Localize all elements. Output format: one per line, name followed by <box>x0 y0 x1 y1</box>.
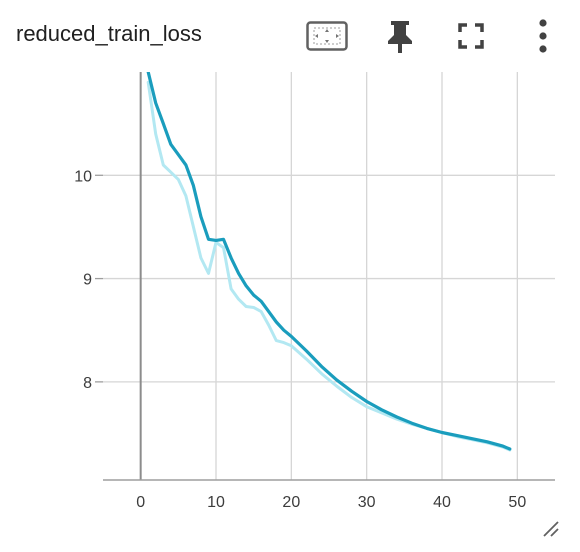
card-header: reduced_train_loss <box>0 0 580 72</box>
x-tick-label: 50 <box>508 494 526 511</box>
x-tick-label: 30 <box>358 494 376 511</box>
fullscreen-button[interactable] <box>449 14 493 58</box>
x-tick-label: 10 <box>207 494 225 511</box>
y-tick-label: 8 <box>83 375 92 392</box>
x-tick-label: 40 <box>433 494 451 511</box>
fit-domain-icon <box>306 21 348 51</box>
pin-button[interactable] <box>378 14 422 58</box>
series-line-raw <box>146 80 512 452</box>
grid <box>103 72 555 480</box>
pin-icon <box>388 21 412 53</box>
resize-handle-icon[interactable] <box>538 516 560 538</box>
x-tick-label: 20 <box>282 494 300 511</box>
more-options-button[interactable] <box>521 14 565 58</box>
fullscreen-icon <box>458 23 484 49</box>
y-tick-label: 10 <box>74 168 92 185</box>
card-title: reduced_train_loss <box>16 21 202 46</box>
series <box>146 72 512 452</box>
fit-domain-button[interactable] <box>305 14 349 58</box>
y-tick-label: 9 <box>83 272 92 289</box>
x-tick-label: 0 <box>136 494 145 511</box>
tick-labels: 0 10 20 30 40 50 8 9 10 <box>74 168 526 511</box>
line-chart[interactable]: 0 10 20 30 40 50 8 9 10 <box>0 72 580 552</box>
more-vert-icon <box>539 19 547 53</box>
series-line-smoothed <box>146 72 512 451</box>
axes <box>95 72 555 481</box>
